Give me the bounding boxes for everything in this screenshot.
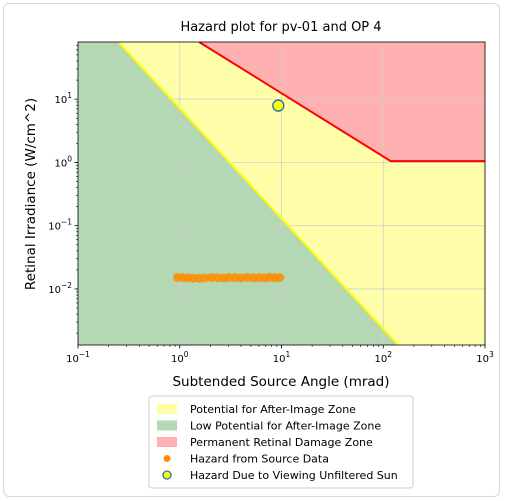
- zone-boundaries: [117, 42, 485, 345]
- legend-marker: [162, 470, 172, 480]
- permanent-damage-zone: [199, 42, 485, 162]
- y-tick-label: 10−2: [48, 281, 72, 296]
- legend-swatch: [157, 404, 177, 414]
- y-tick-label: 100: [54, 154, 72, 169]
- legend-box: [148, 395, 414, 489]
- source-data-point: [275, 273, 285, 283]
- low-potential-zone: [78, 42, 399, 345]
- data-points: [172, 99, 285, 283]
- legend-label: Potential for After-Image Zone: [190, 403, 356, 416]
- legend-label: Permanent Retinal Damage Zone: [190, 436, 373, 449]
- legend-label: Low Potential for After-Image Zone: [190, 420, 381, 433]
- x-axis-ticks: 10−1 100 101 102 103: [66, 345, 494, 365]
- legend-label: Hazard from Source Data: [190, 453, 329, 466]
- unfiltered-sun-point: [272, 99, 285, 112]
- chart-title: Hazard plot for pv-01 and OP 4: [180, 20, 381, 35]
- x-tick-label: 103: [476, 350, 494, 365]
- x-tick-label: 100: [171, 350, 189, 365]
- legend-swatch: [157, 420, 177, 431]
- y-tick-label: 10−1: [48, 218, 72, 233]
- legend-marker: [163, 455, 171, 462]
- x-axis-label: Subtended Source Angle (mrad): [172, 374, 389, 390]
- y-axis-ticks: 10−2 10−1 100 101: [48, 45, 78, 334]
- legend: Potential for After-Image Zone Low Potent…: [148, 395, 414, 489]
- legend-swatch: [157, 437, 177, 447]
- x-tick-label: 102: [374, 350, 392, 365]
- low-potential-boundary: [117, 42, 399, 345]
- y-axis-label: Retinal Irradiance (W/cm^2): [23, 98, 39, 290]
- x-tick-label: 10−1: [66, 350, 90, 365]
- legend-label: Hazard Due to Viewing Unfiltered Sun: [190, 469, 398, 482]
- damage-boundary: [198, 42, 485, 163]
- y-tick-label: 101: [54, 91, 72, 106]
- x-tick-label: 101: [273, 350, 291, 365]
- source-data-point: [199, 273, 209, 283]
